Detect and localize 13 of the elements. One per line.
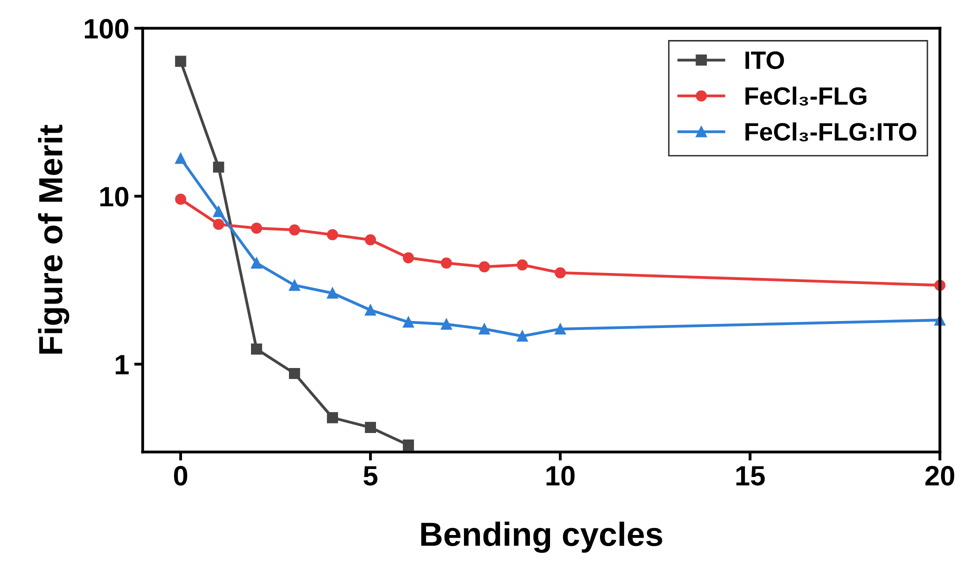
y-tick-label: 1: [116, 355, 129, 374]
y-axis-title: Figure of Merit: [38, 124, 70, 354]
x-tick-label: 0: [174, 466, 188, 486]
x-tick-label: 5: [364, 466, 378, 486]
x-tick-label: 15: [736, 466, 765, 486]
x-tick-label: 10: [546, 466, 575, 486]
x-tick-label: 20: [925, 466, 954, 486]
y-tick-label: 10: [100, 186, 128, 207]
y-tick-label: 100: [84, 18, 128, 39]
legend-label: FeCl₃-FLG:ITO: [745, 122, 916, 142]
legend-label: FeCl₃-FLG: [745, 86, 866, 106]
legend-label: ITO: [745, 51, 784, 70]
x-axis-title: Bending cycles: [421, 522, 662, 553]
